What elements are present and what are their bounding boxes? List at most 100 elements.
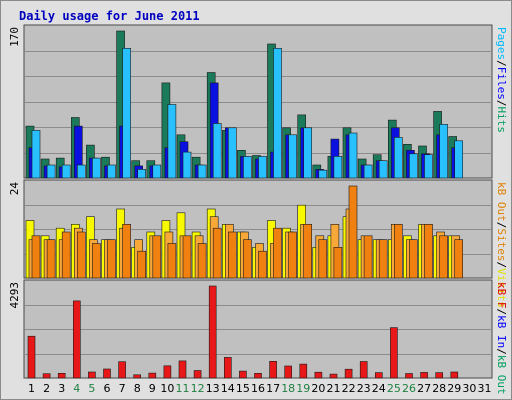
x-tick-label-9: 9	[149, 382, 156, 395]
bar-pages-day-12	[197, 164, 207, 179]
bar-pages-day-15	[243, 156, 252, 179]
bar-kb-f-day-26	[405, 373, 413, 379]
bar-kb-out-day-16	[258, 250, 267, 279]
bar-kb-f-day-27	[420, 372, 428, 379]
legend-bottom-part-0: kB F	[495, 282, 508, 309]
bar-pages-day-4	[77, 164, 86, 179]
panel-middle-ymax-label: 24	[8, 182, 21, 196]
x-tick-label-19: 19	[296, 382, 310, 395]
panel-bottom-ymax-label: 4293	[8, 282, 21, 309]
legend-middle-part-3: /	[495, 262, 508, 269]
bar-kb-f-day-4	[73, 300, 81, 379]
bar-kb-f-day-7	[118, 361, 126, 379]
bar-kb-f-day-19	[299, 363, 308, 379]
bar-pages-day-21	[333, 156, 343, 179]
legend-top-part-1: /	[495, 60, 508, 67]
bar-kb-f-day-8	[133, 374, 141, 379]
x-tick-label-14: 14	[221, 382, 235, 395]
legend-middle-part-0: kB Out	[495, 182, 508, 222]
bar-pages-day-8	[137, 169, 146, 179]
x-tick-label-31: 31	[478, 382, 492, 395]
panel-top-legend: Pages/Files/Hits	[495, 27, 508, 133]
bar-pages-day-24	[378, 160, 388, 179]
legend-top-part-2: Files	[495, 67, 508, 100]
x-tick-label-8: 8	[134, 382, 141, 395]
bar-kb-f-day-13	[208, 285, 217, 379]
legend-top-part-0: Pages	[495, 27, 508, 60]
bar-pages-day-7	[122, 47, 131, 179]
bar-pages-day-11	[182, 151, 192, 179]
bar-kb-f-day-28	[435, 372, 444, 379]
bar-pages-day-18	[288, 134, 297, 179]
bar-pages-day-1	[31, 130, 41, 179]
legend-top-part-4: Hits	[495, 107, 508, 134]
x-tick-label-24: 24	[372, 382, 386, 395]
legend-middle-part-2: Sites	[495, 228, 508, 261]
bar-kb-f-day-29	[450, 371, 459, 379]
bar-kb-out-day-14	[228, 231, 237, 279]
x-tick-label-3: 3	[58, 382, 65, 395]
bar-kb-out-day-3	[61, 231, 71, 279]
bar-pages-day-13	[212, 123, 222, 179]
x-tick-label-11: 11	[176, 382, 190, 395]
x-tick-label-4: 4	[73, 382, 80, 395]
x-tick-label-16: 16	[251, 382, 265, 395]
bar-kb-f-day-11	[178, 360, 187, 379]
bar-kb-f-day-20	[314, 371, 323, 379]
bar-kb-out-day-18	[288, 231, 297, 279]
bar-kb-out-day-10	[167, 243, 177, 279]
bar-kb-out-day-13	[212, 227, 222, 279]
bar-pages-day-14	[228, 127, 237, 179]
bar-kb-out-day-23	[363, 235, 373, 279]
bar-kb-f-day-3	[57, 372, 66, 379]
bar-kb-out-day-6	[107, 239, 116, 279]
x-tick-label-17: 17	[266, 382, 280, 395]
bar-kb-out-day-5	[92, 243, 101, 279]
bar-pages-day-27	[424, 154, 433, 179]
bar-pages-day-3	[61, 164, 71, 179]
bar-pages-day-10	[167, 104, 177, 179]
x-tick-label-13: 13	[206, 382, 220, 395]
x-tick-label-15: 15	[236, 382, 250, 395]
bar-kb-out-day-29	[454, 239, 464, 279]
legend-middle-part-4: Visits	[495, 268, 508, 308]
bar-kb-out-day-22	[348, 185, 358, 279]
bar-kb-f-day-14	[224, 357, 232, 379]
legend-bottom-part-1: /	[495, 309, 508, 316]
bar-kb-out-day-11	[182, 235, 192, 279]
bar-kb-out-day-26	[409, 239, 418, 279]
bar-kb-out-day-25	[393, 224, 403, 279]
x-tick-label-28: 28	[432, 382, 446, 395]
bar-kb-out-day-21	[333, 247, 343, 279]
bar-kb-f-day-22	[344, 368, 353, 379]
x-tick-label-2: 2	[43, 382, 50, 395]
bar-kb-out-day-1	[31, 235, 41, 279]
bar-kb-out-day-19	[303, 224, 313, 279]
bar-pages-day-6	[107, 164, 116, 179]
bar-pages-day-23	[363, 164, 373, 179]
bar-pages-day-17	[273, 47, 282, 179]
x-tick-label-20: 20	[311, 382, 325, 395]
bar-kb-f-day-23	[359, 361, 368, 379]
x-tick-label-27: 27	[417, 382, 431, 395]
bar-pages-day-9	[152, 164, 162, 179]
bar-kb-f-day-24	[374, 372, 383, 379]
bar-pages-day-2	[46, 164, 56, 179]
bar-kb-f-day-15	[239, 370, 247, 379]
bar-pages-day-26	[409, 153, 418, 179]
bar-kb-f-day-6	[103, 368, 111, 379]
bar-kb-out-day-7	[122, 224, 131, 279]
bar-kb-f-day-25	[390, 327, 398, 379]
bar-kb-f-day-2	[42, 373, 51, 379]
legend-top-part-3: /	[495, 100, 508, 107]
bar-pages-day-16	[258, 156, 267, 179]
bar-kb-f-day-10	[163, 365, 172, 379]
x-tick-label-26: 26	[402, 382, 416, 395]
bar-pages-day-22	[348, 132, 358, 179]
panel-middle-legend: kB Out/Sites/Visits	[495, 182, 508, 308]
bar-kb-out-day-4	[77, 231, 86, 279]
x-tick-label-6: 6	[104, 382, 111, 395]
panel-bottom-legend: kB F/kB In/kB Out	[495, 282, 508, 395]
bar-pages-day-20	[318, 169, 328, 179]
